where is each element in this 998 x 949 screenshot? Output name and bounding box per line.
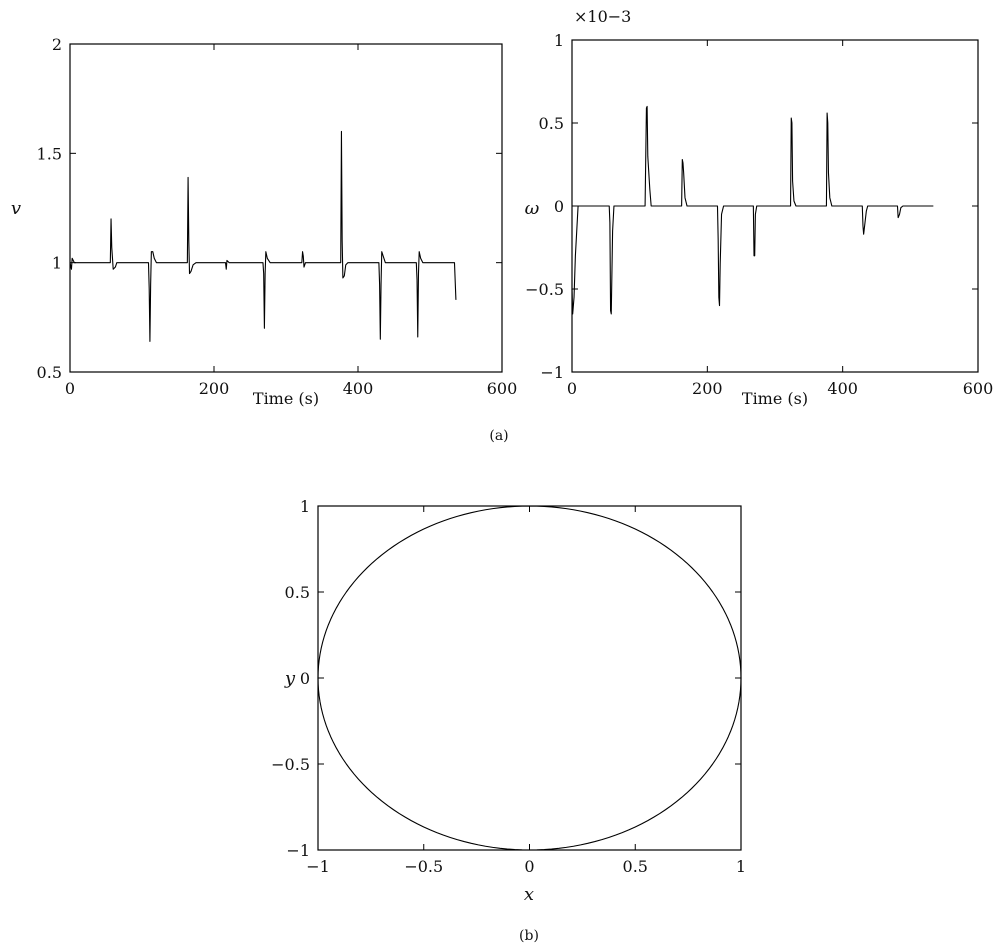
y-tick-labels: 0.5 1 1.5 2 xyxy=(37,35,62,382)
chart-angular-velocity: 0 200 400 600 −1 −0.5 0 0.5 1 Time (s) ω ×10−3 xyxy=(525,7,994,408)
x-tick-labels: 0 200 400 600 xyxy=(567,379,993,398)
y-tick-label: 1 xyxy=(52,254,62,273)
x-tick-label: 0 xyxy=(524,857,534,876)
x-tick-label: −1 xyxy=(306,857,330,876)
x-tick-labels: 0 200 400 600 xyxy=(65,379,517,398)
y-tick-label: 0 xyxy=(554,197,564,216)
chart-trajectory: −1 −0.5 0 0.5 1 −1 −0.5 0 0.5 1 x y xyxy=(271,497,746,905)
x-tick-label: −0.5 xyxy=(404,857,443,876)
y-tick-label: −0.5 xyxy=(271,755,310,774)
ticks xyxy=(571,39,979,373)
x-tick-label: 600 xyxy=(963,379,994,398)
y-tick-label: 1.5 xyxy=(37,144,62,163)
x-tick-labels: −1 −0.5 0 0.5 1 xyxy=(306,857,746,876)
x-tick-label: 600 xyxy=(487,379,518,398)
series-trajectory-circle xyxy=(317,505,742,851)
series-omega-line xyxy=(571,105,934,315)
plot-frame xyxy=(69,43,503,373)
x-tick-label: 200 xyxy=(692,379,723,398)
y-tick-label: 2 xyxy=(52,35,62,54)
y-axis-label: y xyxy=(284,668,296,689)
y-tick-label: 1 xyxy=(300,497,310,516)
y-tick-label: −0.5 xyxy=(525,280,564,299)
x-tick-label: 400 xyxy=(343,379,374,398)
x-tick-label: 0.5 xyxy=(623,857,648,876)
y-tick-label: 1 xyxy=(554,31,564,50)
y-axis-label: v xyxy=(11,198,21,219)
x-tick-label: 0 xyxy=(567,379,577,398)
x-axis-label: Time (s) xyxy=(742,389,808,408)
caption-b: (b) xyxy=(519,928,539,944)
y-tick-label: 0.5 xyxy=(539,114,564,133)
ticks xyxy=(69,43,503,373)
x-tick-label: 1 xyxy=(736,857,746,876)
y-axis-label: ω xyxy=(525,198,540,219)
y-tick-label: 0 xyxy=(300,669,310,688)
y-tick-label: −1 xyxy=(286,841,310,860)
x-tick-label: 0 xyxy=(65,379,75,398)
y-tick-label: 0.5 xyxy=(37,363,62,382)
x-axis-label: Time (s) xyxy=(253,389,319,408)
scale-factor-label: ×10−3 xyxy=(574,7,631,26)
y-tick-label: 0.5 xyxy=(285,583,310,602)
series-v-line xyxy=(69,130,457,342)
y-tick-labels: −1 −0.5 0 0.5 1 xyxy=(271,497,310,860)
y-tick-label: −1 xyxy=(540,363,564,382)
chart-velocity: 0 200 400 600 0.5 1 1.5 2 Time (s) v xyxy=(11,35,517,408)
x-tick-label: 200 xyxy=(199,379,230,398)
x-axis-label: x xyxy=(524,884,534,905)
caption-a: (a) xyxy=(489,428,508,444)
x-tick-label: 400 xyxy=(827,379,858,398)
plot-frame xyxy=(317,505,742,851)
y-tick-labels: −1 −0.5 0 0.5 1 xyxy=(525,31,564,382)
ticks xyxy=(317,505,742,851)
